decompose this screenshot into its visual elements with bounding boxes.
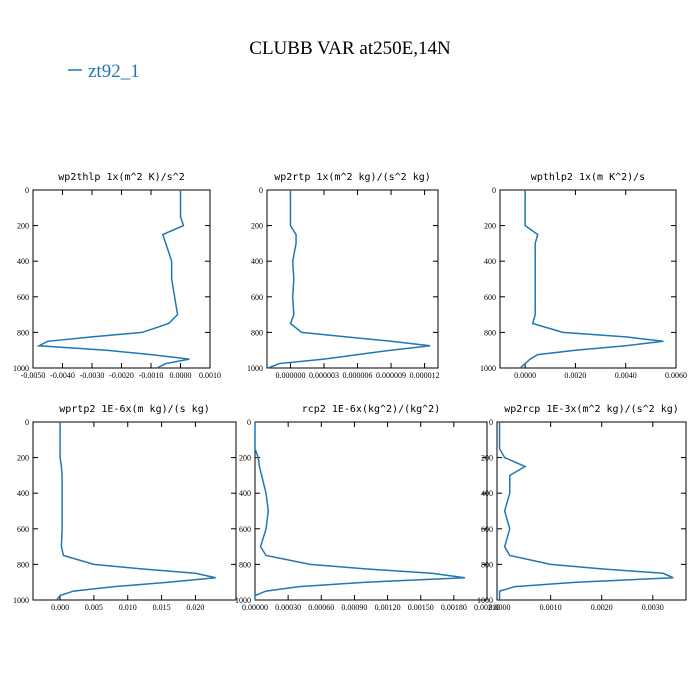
y-tick-label: 400 (481, 489, 493, 498)
y-tick-label: 800 (17, 328, 29, 337)
y-tick-label: 400 (239, 489, 251, 498)
x-tick-label: 0.0000 (514, 371, 536, 380)
y-tick-label: 400 (17, 489, 29, 498)
x-tick-label: -0.0050 (21, 371, 46, 380)
plot-frame (496, 421, 687, 601)
profile-line (519, 190, 664, 369)
y-tick-label: 800 (239, 560, 251, 569)
y-tick-label: 1000 (477, 596, 493, 605)
profile-line (56, 422, 216, 601)
x-tick-label: 0.0030 (642, 603, 664, 612)
profile-line (36, 190, 190, 369)
y-tick-label: 1000 (247, 364, 263, 373)
panel-title: wp2rcp 1E-3x(m^2 kg)/(s^2 kg) (504, 404, 679, 415)
y-tick-label: 800 (251, 328, 263, 337)
profile-line (254, 422, 465, 600)
chart-title: CLUBB VAR at250E,14N (249, 38, 451, 59)
y-tick-label: 200 (17, 454, 29, 463)
panel-title: wp2thlp 1x(m^2 K)/s^2 (58, 172, 184, 183)
x-tick-label: 0.000009 (376, 371, 406, 380)
y-tick-label: 600 (239, 525, 251, 534)
y-tick-label: 0 (492, 186, 496, 195)
x-tick-label: 0.0060 (665, 371, 687, 380)
y-tick-label: 400 (251, 257, 263, 266)
y-tick-label: 600 (17, 525, 29, 534)
x-tick-label: 0.00000 (242, 603, 268, 612)
x-tick-label: 0.000000 (275, 371, 305, 380)
y-tick-label: 0 (247, 418, 251, 427)
x-tick-label: 0.000003 (309, 371, 339, 380)
x-tick-label: -0.0040 (50, 371, 75, 380)
x-tick-label: 0.000 (51, 603, 69, 612)
x-tick-label: 0.0020 (564, 371, 586, 380)
y-tick-label: 200 (251, 222, 263, 231)
x-tick-label: 0.00030 (275, 603, 301, 612)
x-tick-label: 0.00060 (308, 603, 334, 612)
y-tick-label: 600 (484, 293, 496, 302)
x-tick-label: 0.0000 (489, 603, 511, 612)
y-tick-label: 400 (484, 257, 496, 266)
x-tick-label: 0.015 (153, 603, 171, 612)
panel-title: wp2rtp 1x(m^2 kg)/(s^2 kg) (274, 172, 431, 183)
x-tick-label: 0.00090 (341, 603, 367, 612)
y-tick-label: 0 (489, 418, 493, 427)
y-tick-label: 600 (481, 525, 493, 534)
y-tick-label: 600 (251, 293, 263, 302)
y-tick-label: 800 (481, 560, 493, 569)
y-tick-label: 1000 (13, 364, 29, 373)
x-tick-label: -0.0030 (80, 371, 105, 380)
profile-line (267, 190, 431, 369)
y-tick-label: 0 (25, 186, 29, 195)
x-tick-label: 0.00150 (408, 603, 434, 612)
y-tick-label: 1000 (235, 596, 251, 605)
x-tick-label: 0.00180 (441, 603, 467, 612)
x-tick-label: 0.00120 (375, 603, 401, 612)
x-tick-label: 0.00210 (474, 603, 500, 612)
plot-frame (32, 421, 237, 601)
panel-title: wpthlp2 1x(m K^2)/s (531, 172, 645, 183)
y-tick-label: 200 (17, 222, 29, 231)
x-tick-label: -0.0020 (109, 371, 134, 380)
y-tick-label: 200 (484, 222, 496, 231)
x-tick-label: -0.0010 (139, 371, 164, 380)
x-tick-label: 0.010 (119, 603, 137, 612)
x-tick-label: 0.0020 (591, 603, 613, 612)
y-tick-label: 200 (239, 454, 251, 463)
x-tick-label: 0.005 (85, 603, 103, 612)
y-tick-label: 0 (25, 418, 29, 427)
y-tick-label: 800 (17, 560, 29, 569)
plot-frame (499, 189, 677, 369)
x-tick-label: 0.0010 (540, 603, 562, 612)
y-tick-label: 1000 (13, 596, 29, 605)
y-tick-label: 400 (17, 257, 29, 266)
x-tick-label: 0.000006 (343, 371, 373, 380)
panel-title: wprtp2 1E-6x(m kg)/(s kg) (59, 404, 210, 415)
plot-frame (32, 189, 211, 369)
legend-label: zt92_1 (88, 61, 140, 82)
y-tick-label: 0 (259, 186, 263, 195)
panel-title: rcp2 1E-6x(kg^2)/(kg^2) (302, 404, 440, 415)
y-tick-label: 1000 (480, 364, 496, 373)
plot-frame (266, 189, 439, 369)
y-tick-label: 600 (17, 293, 29, 302)
x-tick-label: 0.0000 (170, 371, 192, 380)
x-tick-label: 0.0010 (199, 371, 221, 380)
y-tick-label: 200 (481, 454, 493, 463)
profile-line (498, 422, 674, 600)
plot-frame (254, 421, 488, 601)
y-tick-label: 800 (484, 328, 496, 337)
x-tick-label: 0.0040 (615, 371, 637, 380)
x-tick-label: 0.020 (186, 603, 204, 612)
x-tick-label: 0.000012 (410, 371, 440, 380)
